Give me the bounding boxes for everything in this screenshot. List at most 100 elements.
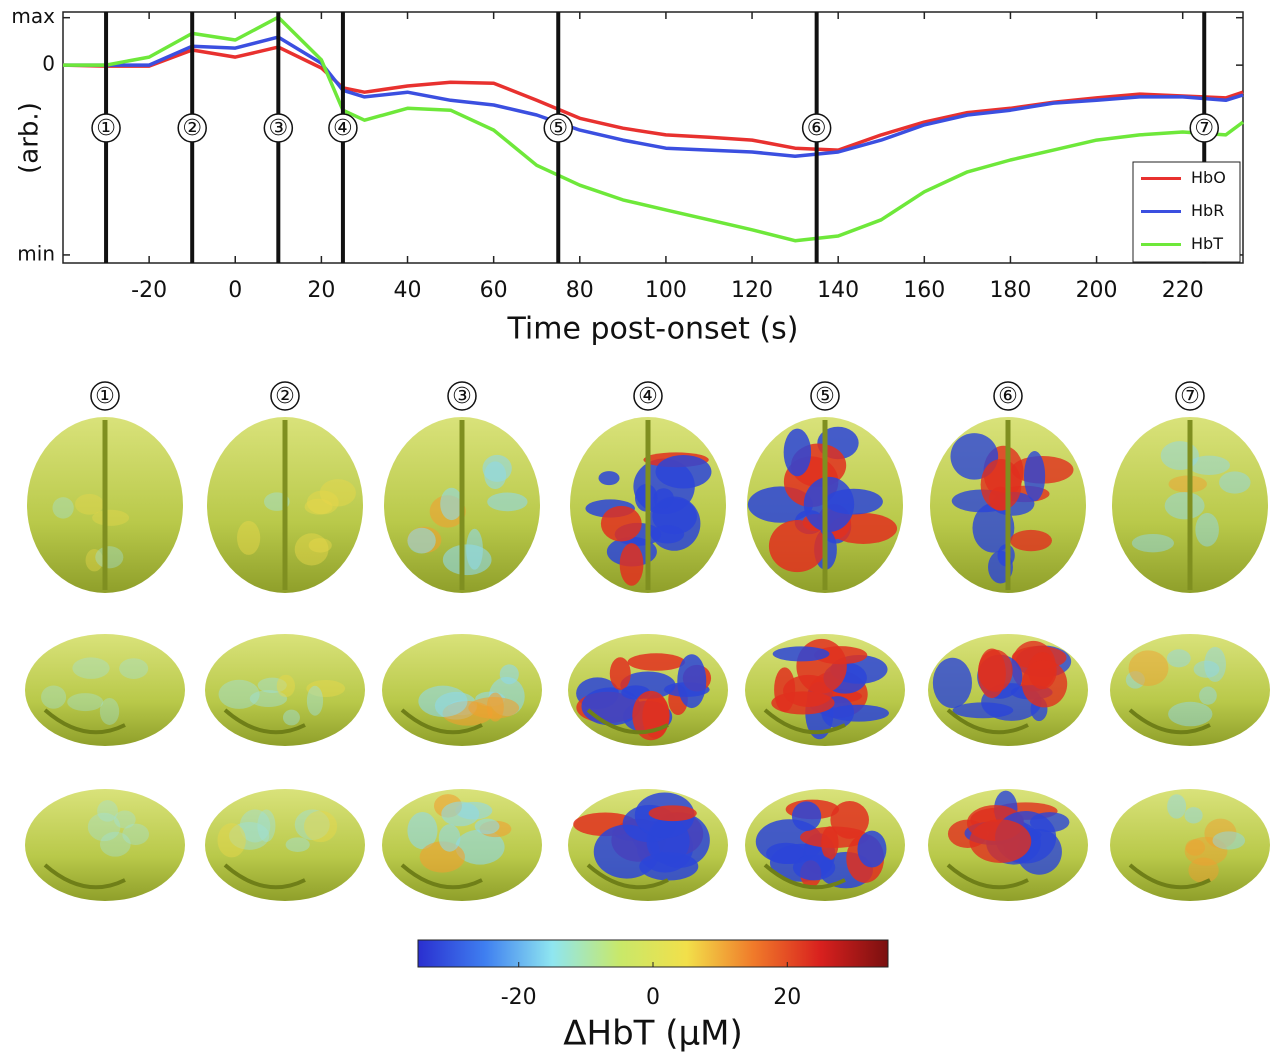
activation-blob xyxy=(1166,649,1191,668)
panel-label: ④ xyxy=(638,384,658,409)
activation-blob xyxy=(768,520,826,573)
brain-temporal xyxy=(946,863,1029,890)
panel-badge xyxy=(993,381,1023,411)
activation-blob xyxy=(99,697,120,725)
panel-label: ① xyxy=(95,384,115,409)
x-tick-label: 120 xyxy=(731,278,773,303)
activation-blob xyxy=(99,831,131,857)
activation-blob xyxy=(72,657,110,679)
activation-blob xyxy=(828,704,889,722)
activation-blob xyxy=(229,821,270,850)
activation-blob xyxy=(772,646,830,662)
activation-blob xyxy=(677,654,707,709)
activation-blob xyxy=(87,812,121,842)
panel-label: ⑥ xyxy=(998,384,1018,409)
legend-label: HbO xyxy=(1191,168,1226,187)
activation-blob xyxy=(276,674,296,698)
x-tick-label: 20 xyxy=(307,278,335,303)
x-tick-label: 80 xyxy=(566,278,594,303)
activation-blob xyxy=(319,479,356,507)
activation-blob xyxy=(609,657,631,691)
activation-blob xyxy=(1167,794,1187,819)
y-tick-label: min xyxy=(17,241,55,265)
event-badge xyxy=(801,113,832,143)
activation-blob xyxy=(474,818,500,835)
activation-blob xyxy=(969,819,1032,863)
brain-side xyxy=(1110,634,1270,746)
activation-blob xyxy=(1195,512,1219,547)
series-line xyxy=(63,35,1244,158)
activation-blob xyxy=(407,812,438,850)
activation-blob xyxy=(308,538,332,553)
activation-blob xyxy=(1204,646,1226,682)
x-tick-label: 180 xyxy=(989,278,1031,303)
brain-temporal xyxy=(1128,708,1211,735)
activation-blob xyxy=(257,809,276,842)
activation-blob xyxy=(440,487,463,521)
event-label: ⑥ xyxy=(807,116,827,141)
activation-blob xyxy=(1009,529,1052,552)
panel-label: ⑤ xyxy=(815,384,835,409)
brain-temporal xyxy=(400,708,483,735)
activation-blob xyxy=(306,679,346,698)
legend-label: HbT xyxy=(1191,234,1223,253)
activation-blob xyxy=(952,702,1014,719)
activation-blob xyxy=(1184,807,1203,824)
activation-blob xyxy=(655,454,712,489)
activation-blob xyxy=(1024,450,1046,502)
activation-blob xyxy=(455,829,505,865)
brain-temporal xyxy=(400,863,483,890)
activation-blob xyxy=(619,543,644,586)
y-axis-label: (arb.) xyxy=(15,102,45,174)
activation-blob xyxy=(441,801,480,827)
x-tick-label: 200 xyxy=(1076,278,1118,303)
brain-temporal xyxy=(43,708,126,735)
colorbar xyxy=(417,939,889,968)
activation-blob xyxy=(648,805,697,822)
activation-blob xyxy=(97,800,118,822)
event-label: ① xyxy=(96,116,116,141)
colorbar-tick-label: -20 xyxy=(501,985,537,1010)
activation-blob xyxy=(792,854,836,881)
colorbar-tick-label: 0 xyxy=(646,985,660,1010)
activation-blob xyxy=(1021,660,1068,708)
event-label: ③ xyxy=(268,116,288,141)
activation-blob xyxy=(484,461,507,490)
x-tick-label: 100 xyxy=(645,278,687,303)
activation-blob xyxy=(468,696,520,719)
x-tick-label: -20 xyxy=(131,278,167,303)
brain-side xyxy=(25,789,185,901)
x-tick-label: 40 xyxy=(394,278,422,303)
activation-blob xyxy=(980,458,1022,511)
activation-blob xyxy=(978,649,1013,692)
event-badge xyxy=(263,113,294,143)
event-label: ⑤ xyxy=(548,116,568,141)
activation-blob xyxy=(257,677,287,693)
activation-blob xyxy=(600,505,642,542)
activation-blob xyxy=(487,492,528,512)
activation-blob xyxy=(650,525,685,544)
activation-blob xyxy=(282,709,300,726)
event-badge xyxy=(1189,113,1219,143)
plot-frame xyxy=(62,11,1244,264)
activation-blob xyxy=(113,810,136,829)
activation-blob xyxy=(627,653,685,671)
activation-blob xyxy=(1168,701,1213,727)
activation-blob xyxy=(67,693,104,712)
x-axis-label: Time post-onset (s) xyxy=(507,312,799,347)
panel-badge xyxy=(633,381,663,411)
activation-blob xyxy=(972,503,1015,553)
brain-temporal xyxy=(946,708,1029,735)
event-badge xyxy=(177,113,207,143)
brain-temporal xyxy=(223,863,306,890)
activation-blob xyxy=(1219,471,1251,494)
event-badge xyxy=(91,113,121,143)
panel-label: ② xyxy=(275,384,295,409)
panel-badge xyxy=(810,381,840,411)
activation-blob xyxy=(217,823,246,858)
panel-badge xyxy=(90,381,120,411)
event-label: ② xyxy=(182,116,202,141)
x-tick-label: 140 xyxy=(817,278,859,303)
activation-blob xyxy=(499,664,519,685)
event-label: ⑦ xyxy=(1194,116,1214,141)
